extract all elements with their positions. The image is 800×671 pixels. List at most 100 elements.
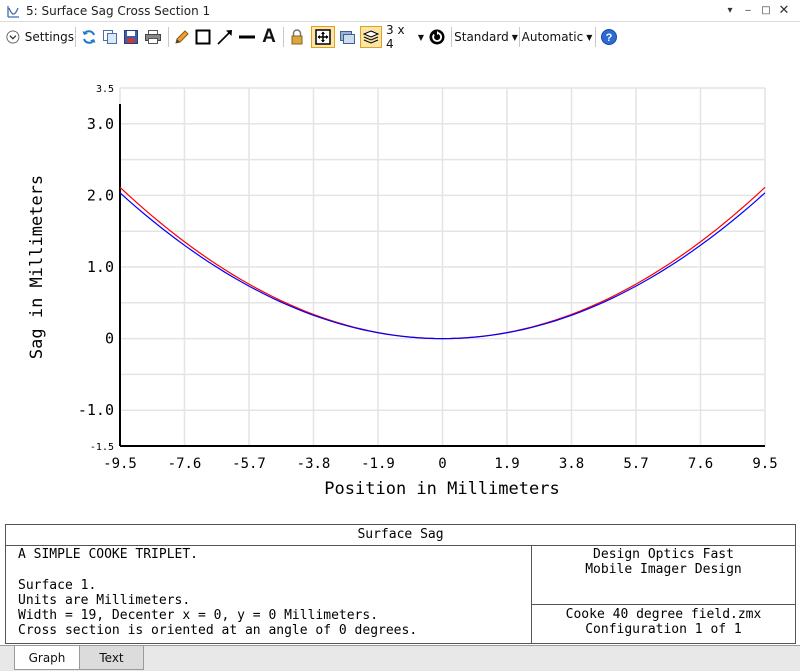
line-icon: [239, 35, 255, 39]
print-icon: [145, 30, 161, 44]
lock-button[interactable]: [287, 26, 307, 48]
divider: [531, 604, 795, 605]
x-tick-label: -9.5: [103, 456, 137, 472]
file-name: Cooke 40 degree field.zmx: [565, 607, 762, 622]
info-line: A SIMPLE COOKE TRIPLET.: [18, 547, 199, 562]
x-tick-label: -3.8: [297, 456, 331, 472]
x-tick-label: 7.6: [688, 456, 713, 472]
print-button[interactable]: [142, 26, 164, 48]
toolbar-separator: [168, 27, 169, 47]
toolbar-separator: [75, 27, 76, 47]
svg-text:?: ?: [606, 32, 613, 44]
layers-icon: [363, 30, 379, 44]
title-bar: 5: Surface Sag Cross Section 1 ▾ ‒ □ ✕: [0, 0, 800, 22]
x-tick-label: 5.7: [623, 456, 648, 472]
chevron-down-icon: ▼: [511, 32, 518, 42]
tick-labels: -9.5 -7.6 -5.7 -3.8 -1.9 0 1.9 3.8 5.7 7.6 9.5 3.5 3…: [78, 84, 778, 472]
settings-button[interactable]: Settings: [6, 26, 74, 48]
automatic-dropdown[interactable]: Automatic ▼: [521, 26, 593, 48]
y-tick-label: -1.0: [78, 401, 114, 419]
y-axis-label: Sag in Millimeters: [27, 175, 47, 359]
lock-icon: [291, 29, 303, 45]
info-line: Units are Millimeters.: [18, 592, 191, 608]
toolbar: Settings: [0, 22, 800, 52]
x-tick-label: -1.9: [361, 456, 395, 472]
x-tick-label: -7.6: [168, 456, 202, 472]
help-icon: ?: [601, 29, 617, 45]
design-title: Design Optics Fast Mobile Imager Design: [532, 547, 795, 578]
standard-label: Standard: [454, 30, 509, 44]
series: [119, 186, 766, 340]
refresh-button[interactable]: [79, 26, 99, 48]
info-panel: Surface Sag A SIMPLE COOKE TRIPLET. Surf…: [5, 524, 796, 644]
chevron-down-icon: ▼: [586, 32, 593, 42]
rectangle-button[interactable]: [193, 26, 213, 48]
settings-label: Settings: [24, 30, 74, 44]
tab-text[interactable]: Text: [80, 646, 144, 670]
info-line: [18, 562, 528, 577]
standard-dropdown[interactable]: Standard ▼: [454, 26, 518, 48]
divider: [531, 545, 532, 643]
line-button[interactable]: [237, 26, 257, 48]
clock-icon: [429, 29, 445, 45]
sag-chart: -9.5 -7.6 -5.7 -3.8 -1.9 0 1.9 3.8 5.7 7.6 9.5 3.5 3…: [27, 84, 778, 499]
refresh-icon: [82, 30, 96, 44]
minimize-icon[interactable]: ‒: [744, 5, 752, 16]
x-tick-label: 9.5: [752, 456, 777, 472]
info-line: Cross section is oriented at an angle of…: [18, 623, 418, 639]
close-icon[interactable]: ✕: [778, 3, 790, 18]
layers-button[interactable]: [360, 26, 382, 48]
help-button[interactable]: ?: [599, 26, 619, 48]
info-heading: Surface Sag: [6, 525, 795, 546]
maximize-icon[interactable]: □: [761, 5, 771, 16]
grid-size-dropdown[interactable]: 3 x 4 ▼: [386, 23, 424, 51]
automatic-label: Automatic: [521, 30, 584, 44]
y-tick-label: 1.0: [87, 258, 114, 276]
text-icon: A: [262, 26, 276, 47]
window-icon: [340, 31, 355, 44]
x-tick-label: 3.8: [559, 456, 584, 472]
save-button[interactable]: [121, 26, 141, 48]
clock-button[interactable]: [427, 26, 447, 48]
chart-area: -9.5 -7.6 -5.7 -3.8 -1.9 0 1.9 3.8 5.7 7.6 9.5 3.5 3…: [0, 52, 800, 522]
save-icon: [124, 30, 138, 44]
y-tick-label: 3.5: [96, 84, 114, 95]
arrow-button[interactable]: [214, 26, 236, 48]
y-tick-label: 0: [105, 330, 114, 348]
toolbar-separator: [519, 27, 520, 47]
view-tabs: Graph Text: [0, 645, 800, 671]
y-tick-label: 2.0: [87, 186, 114, 204]
pencil-button[interactable]: [172, 26, 192, 48]
dropdown-icon[interactable]: ▾: [727, 5, 733, 16]
toolbar-separator: [283, 27, 284, 47]
series-line: [119, 192, 766, 340]
design-title-line: Mobile Imager Design: [585, 562, 742, 578]
window-app-icon: [7, 6, 19, 18]
x-axis-label: Position in Millimeters: [324, 479, 559, 499]
y-tick-label: -1.5: [90, 442, 114, 453]
design-title-line: Design Optics Fast: [593, 547, 734, 562]
info-line: Width = 19, Decenter x = 0, y = 0 Millim…: [18, 608, 379, 624]
info-description: A SIMPLE COOKE TRIPLET. Surface 1. Units…: [18, 547, 528, 639]
x-tick-label: 0: [438, 456, 446, 472]
window-title: 5: Surface Sag Cross Section 1: [26, 4, 211, 18]
copy-button[interactable]: [100, 26, 120, 48]
chevron-down-circle-icon: [6, 30, 20, 44]
window-button[interactable]: [337, 26, 357, 48]
file-info: Cooke 40 degree field.zmx Configuration …: [532, 607, 795, 638]
copy-icon: [103, 30, 117, 44]
configuration-text: Configuration 1 of 1: [585, 622, 742, 638]
arrow-icon: [217, 30, 232, 45]
axes: [119, 104, 765, 447]
text-button[interactable]: A: [258, 26, 280, 48]
grid-size-label: 3 x 4: [386, 23, 405, 51]
fit-button[interactable]: [311, 26, 335, 48]
chevron-down-icon: ▼: [417, 32, 424, 42]
pencil-icon: [175, 30, 189, 44]
rectangle-icon: [195, 29, 211, 45]
x-tick-label: 1.9: [494, 456, 519, 472]
tab-graph[interactable]: Graph: [14, 646, 80, 670]
toolbar-separator: [451, 27, 452, 47]
x-tick-label: -5.7: [232, 456, 266, 472]
toolbar-separator: [595, 27, 596, 47]
